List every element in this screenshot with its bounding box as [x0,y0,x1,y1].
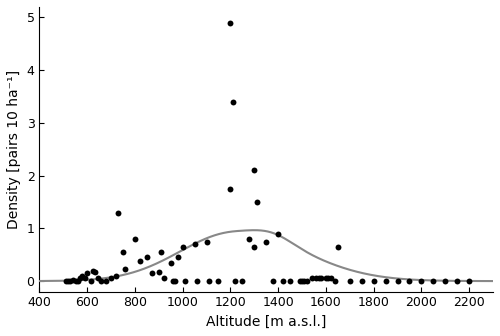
Point [453,279,461,284]
Point [136,258,143,264]
Point [193,279,201,284]
Point [279,279,287,284]
Point [169,279,177,284]
Point [92,269,100,274]
Point [270,279,278,284]
Point [246,236,254,242]
Point [346,279,354,284]
Point [143,255,151,260]
Point [102,279,110,284]
Point [308,276,316,281]
Point [202,239,210,244]
Point [157,249,165,255]
Point [418,279,426,284]
Point [358,279,366,284]
Point [430,279,438,284]
Point [174,255,182,260]
Point [262,239,270,244]
Point [107,276,115,281]
Point [178,244,186,250]
Point [317,276,325,281]
Point [131,236,139,242]
Point [72,279,80,284]
Point [334,244,342,250]
Point [286,279,294,284]
Point [181,279,189,284]
Point [370,279,378,284]
Point [160,276,168,281]
Point [86,279,94,284]
Point [122,267,130,272]
Point [78,273,86,279]
Point [231,279,239,284]
Point [229,99,237,104]
Point [62,279,70,284]
Point [83,270,91,276]
Point [226,20,234,26]
Point [98,279,106,284]
Point [326,276,334,281]
Point [314,276,322,281]
Point [69,277,77,283]
Point [80,276,88,281]
Point [442,279,450,284]
Point [76,276,84,281]
Point [190,242,198,247]
Point [324,276,332,281]
Point [303,279,311,284]
Point [250,168,258,173]
Point [114,210,122,215]
Point [112,273,120,279]
Point [205,279,213,284]
Point [64,279,72,284]
Point [74,279,82,284]
Point [155,269,163,274]
Point [148,270,156,276]
Point [214,279,222,284]
Point [382,279,390,284]
Point [226,186,234,192]
Point [465,279,473,284]
Point [89,268,97,273]
Point [250,244,258,250]
Point [332,279,340,284]
Point [296,279,304,284]
Point [394,279,402,284]
Point [406,279,413,284]
Point [166,260,174,265]
Point [94,276,102,281]
Point [238,279,246,284]
Point [312,276,320,281]
Point [119,249,127,255]
Point [172,279,179,284]
Point [322,276,330,281]
Point [298,279,306,284]
Point [252,199,260,205]
Point [66,279,74,284]
Point [300,279,308,284]
Y-axis label: Density [pairs 10 ha⁻¹]: Density [pairs 10 ha⁻¹] [7,70,21,229]
X-axis label: Altitude [m a.s.l.]: Altitude [m a.s.l.] [206,315,326,329]
Point [274,231,282,236]
